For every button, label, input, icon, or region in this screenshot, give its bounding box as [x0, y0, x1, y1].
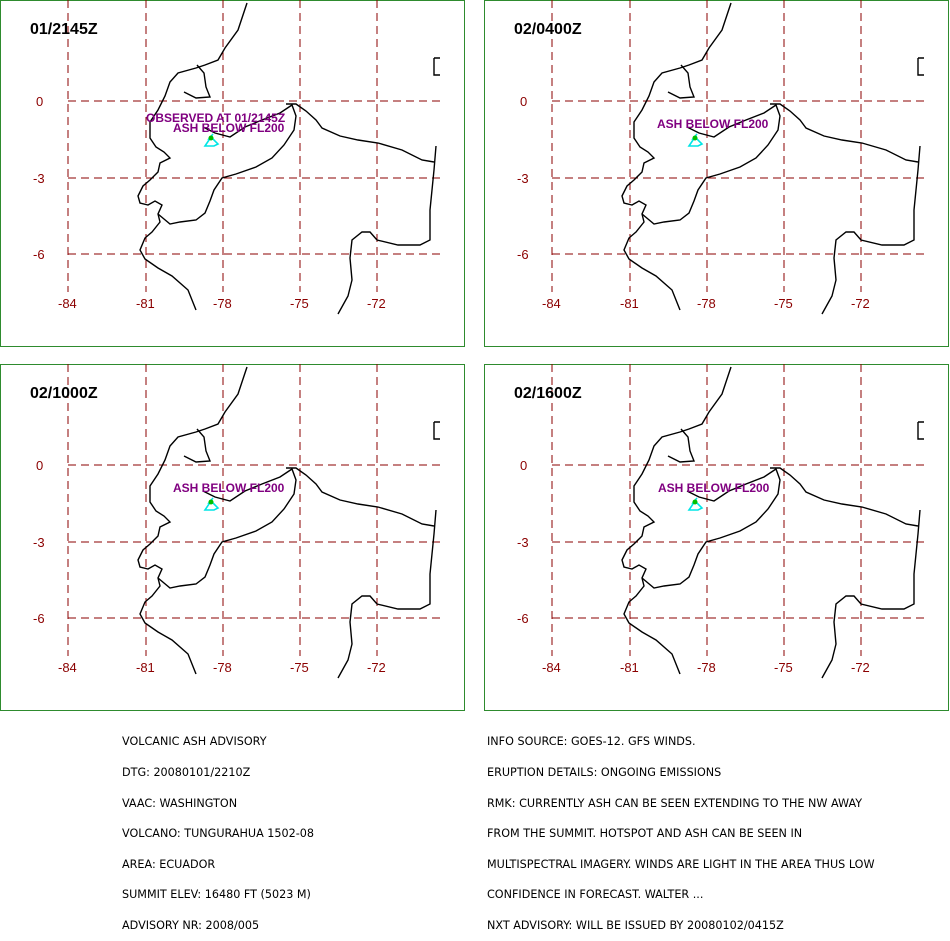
advisory-line: VAAC: WASHINGTON	[122, 796, 238, 810]
volcano-marker-icon	[208, 499, 214, 505]
longitude-label: -72	[367, 660, 386, 675]
longitude-label: -81	[620, 660, 639, 675]
advisory-header-text: VOLCANIC ASH ADVISORY DTG: 20080101/2210…	[122, 717, 314, 941]
coastline-boundary	[667, 64, 696, 99]
coastline-boundary	[770, 103, 919, 163]
coastline-boundary	[137, 366, 248, 675]
panel-frame	[484, 0, 949, 347]
panel-time-title: 02/1000Z	[30, 385, 98, 402]
coastline-boundary	[821, 509, 921, 679]
latitude-label: -3	[33, 171, 45, 186]
coastline-boundary	[286, 103, 435, 163]
coastline-boundary	[667, 428, 696, 463]
coastline-boundary	[641, 103, 781, 225]
volcano-marker-icon	[208, 135, 214, 141]
info-line: FROM THE SUMMIT. HOTSPOT AND ASH CAN BE …	[487, 827, 803, 841]
advisory-line: ADVISORY NR: 2008/005	[122, 919, 260, 933]
panel-frame	[484, 364, 949, 711]
map-panel-1: -84 -81 -78 -75 -72 0 -3 -6 OBSERVED AT 01/2145Z…	[0, 0, 465, 347]
longitude-label: -78	[213, 296, 232, 311]
info-line: ERUPTION DETAILS: ONGOING EMISSIONS	[487, 766, 722, 780]
latitude-label: 0	[520, 458, 527, 473]
map-svg-4: -84 -81 -78 -75 -72 0 -3 -6 ASH BELOW FL200 02/16…	[484, 364, 949, 711]
longitude-label: -72	[367, 296, 386, 311]
volcano-marker-icon	[692, 499, 698, 505]
coastline-boundary	[286, 467, 435, 527]
longitude-label: -72	[851, 296, 870, 311]
advisory-line: DTG: 20080101/2210Z	[122, 766, 251, 780]
longitude-label: -81	[620, 296, 639, 311]
coastline-boundary	[433, 57, 440, 76]
ash-label-text: ASH BELOW FL200	[658, 481, 770, 495]
coastline-boundary	[137, 2, 248, 311]
advisory-line: VOLCANO: TUNGURAHUA 1502-08	[122, 827, 315, 841]
latitude-label: -6	[33, 247, 45, 262]
panel-time-title: 01/2145Z	[30, 21, 98, 38]
volcano-marker-icon	[692, 135, 698, 141]
map-panel-2: -84 -81 -78 -75 -72 0 -3 -6 ASH BELOW FL200 02/04…	[484, 0, 949, 347]
coastline-boundary	[183, 64, 212, 99]
latitude-label: 0	[36, 458, 43, 473]
coastline-boundary	[641, 467, 781, 589]
info-line: RMK: CURRENTLY ASH CAN BE SEEN EXTENDING…	[487, 796, 863, 810]
latitude-label: -6	[517, 247, 529, 262]
latitude-label: -6	[517, 611, 529, 626]
coastline-boundary	[157, 467, 297, 589]
coastline-boundary	[183, 428, 212, 463]
longitude-label: -84	[58, 660, 77, 675]
panel-frame	[0, 0, 465, 347]
ash-label-text: ASH BELOW FL200	[657, 117, 769, 131]
longitude-label: -81	[136, 296, 155, 311]
latitude-label: -3	[517, 171, 529, 186]
map-svg-2: -84 -81 -78 -75 -72 0 -3 -6 ASH BELOW FL200 02/04…	[484, 0, 949, 347]
longitude-label: -75	[774, 660, 793, 675]
longitude-label: -78	[697, 660, 716, 675]
latitude-label: -6	[33, 611, 45, 626]
coastline-boundary	[337, 509, 437, 679]
longitude-label: -84	[542, 660, 561, 675]
map-svg-1: -84 -81 -78 -75 -72 0 -3 -6 OBSERVED AT 01/2145Z…	[0, 0, 465, 347]
coastline-boundary	[433, 421, 440, 440]
longitude-label: -84	[542, 296, 561, 311]
coastline-boundary	[337, 145, 437, 315]
info-line: MULTISPECTRAL IMAGERY. WINDS ARE LIGHT I…	[487, 857, 875, 871]
latitude-label: -3	[33, 535, 45, 550]
coastline-boundary	[821, 145, 921, 315]
map-panel-4: -84 -81 -78 -75 -72 0 -3 -6 ASH BELOW FL200 02/16…	[484, 364, 949, 711]
info-line: INFO SOURCE: GOES-12. GFS WINDS.	[487, 735, 696, 749]
advisory-line: SUMMIT ELEV: 16480 FT (5023 M)	[122, 888, 311, 902]
map-svg-3: -84 -81 -78 -75 -72 0 -3 -6 ASH BELOW FL200 02/10…	[0, 364, 465, 711]
longitude-label: -81	[136, 660, 155, 675]
ash-label-text: OBSERVED AT 01/2145Z	[146, 111, 285, 125]
panel-time-title: 02/1600Z	[514, 385, 582, 402]
coastline-boundary	[157, 103, 297, 225]
longitude-label: -75	[774, 296, 793, 311]
coastline-boundary	[770, 467, 919, 527]
ash-label-text: ASH BELOW FL200	[173, 121, 285, 135]
info-line: CONFIDENCE IN FORECAST. WALTER ...	[487, 888, 704, 902]
longitude-label: -78	[213, 660, 232, 675]
longitude-label: -72	[851, 660, 870, 675]
coastline-boundary	[917, 57, 924, 76]
advisory-line: VOLCANIC ASH ADVISORY	[122, 735, 267, 749]
info-line: NXT ADVISORY: WILL BE ISSUED BY 20080102…	[487, 919, 784, 933]
advisory-info-text: INFO SOURCE: GOES-12. GFS WINDS. ERUPTIO…	[487, 717, 875, 941]
longitude-label: -75	[290, 296, 309, 311]
longitude-label: -75	[290, 660, 309, 675]
panel-time-title: 02/0400Z	[514, 21, 582, 38]
ash-label-text: ASH BELOW FL200	[173, 481, 285, 495]
latitude-label: 0	[520, 94, 527, 109]
map-panel-3: -84 -81 -78 -75 -72 0 -3 -6 ASH BELOW FL200 02/10…	[0, 364, 465, 711]
panel-frame	[0, 364, 465, 711]
coastline-boundary	[621, 2, 732, 311]
latitude-label: -3	[517, 535, 529, 550]
coastline-boundary	[621, 366, 732, 675]
longitude-label: -78	[697, 296, 716, 311]
coastline-boundary	[917, 421, 924, 440]
longitude-label: -84	[58, 296, 77, 311]
advisory-line: AREA: ECUADOR	[122, 857, 216, 871]
latitude-label: 0	[36, 94, 43, 109]
